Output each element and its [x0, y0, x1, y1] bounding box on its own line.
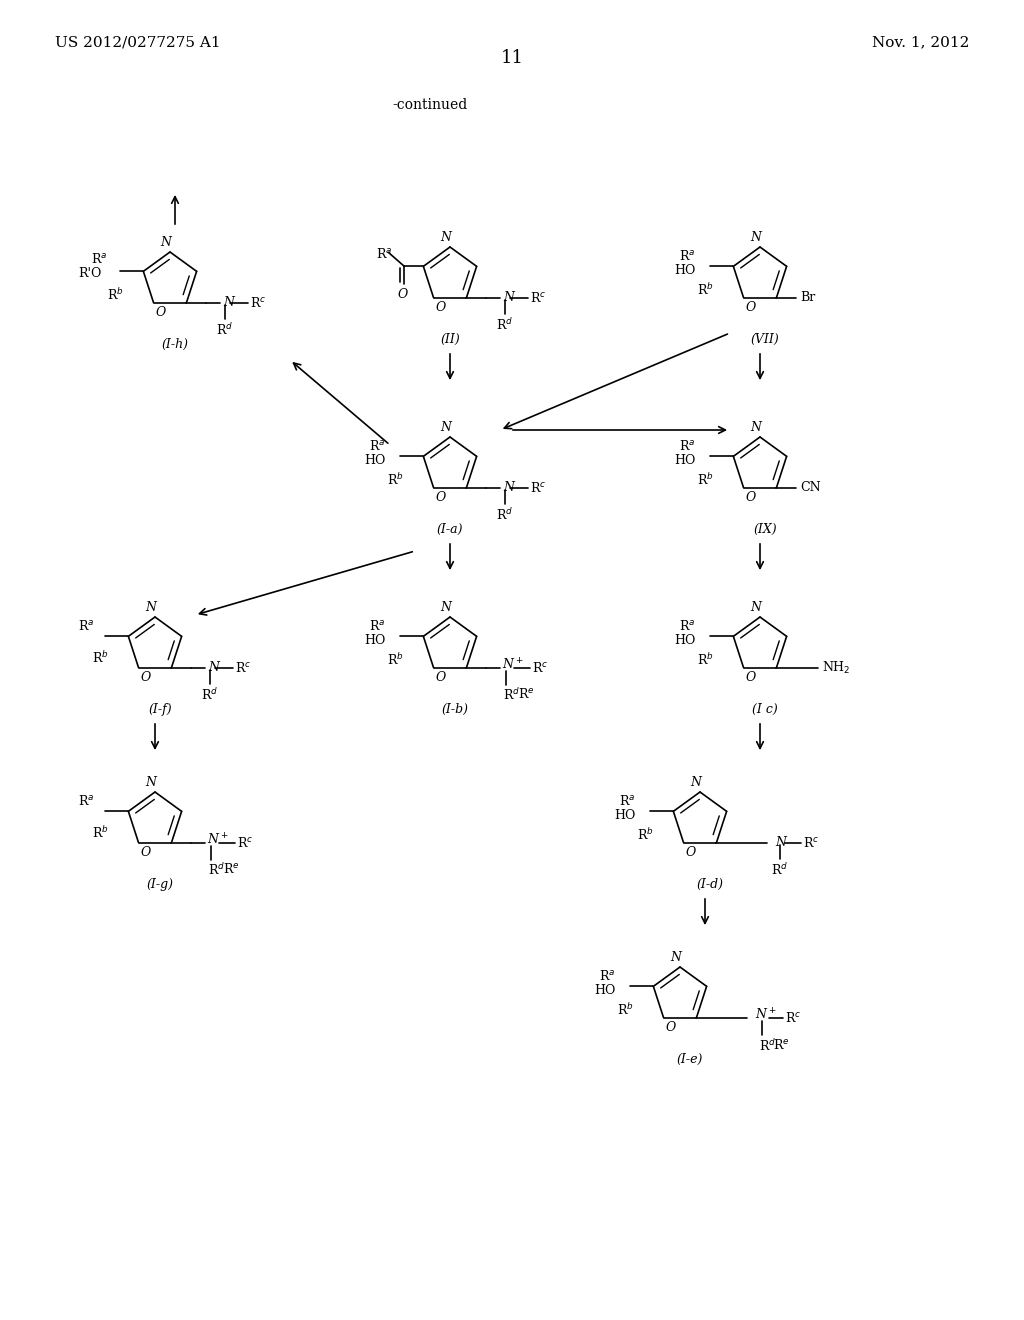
Text: R$^d$: R$^d$ — [216, 322, 233, 338]
Text: R$^c$: R$^c$ — [532, 660, 548, 675]
Text: R$^a$: R$^a$ — [78, 619, 94, 634]
Text: HO: HO — [674, 634, 695, 647]
Text: R$^e$: R$^e$ — [223, 862, 240, 875]
Text: O: O — [745, 491, 756, 504]
Text: (I-b): (I-b) — [441, 704, 469, 715]
Text: R$^b$: R$^b$ — [92, 825, 109, 841]
Text: Nov. 1, 2012: Nov. 1, 2012 — [871, 36, 969, 49]
Text: (I-g): (I-g) — [146, 878, 173, 891]
Text: R$^c$: R$^c$ — [238, 836, 253, 850]
Text: N: N — [145, 776, 157, 789]
Text: R$^e$: R$^e$ — [518, 686, 535, 701]
Text: R$^c$: R$^c$ — [250, 296, 266, 310]
Text: O: O — [435, 491, 445, 504]
Text: HO: HO — [594, 983, 615, 997]
Text: R$^c$: R$^c$ — [530, 290, 546, 305]
Text: R$^b$: R$^b$ — [92, 651, 109, 667]
Text: HO: HO — [365, 454, 386, 467]
Text: R$^b$: R$^b$ — [637, 828, 654, 843]
Text: -continued: -continued — [392, 98, 468, 112]
Text: R$^a$: R$^a$ — [376, 247, 392, 261]
Text: N: N — [440, 601, 452, 614]
Text: R$^c$: R$^c$ — [236, 660, 251, 675]
Text: R$^b$: R$^b$ — [697, 473, 714, 488]
Text: (VII): (VII) — [751, 333, 779, 346]
Text: R$^b$: R$^b$ — [108, 288, 124, 304]
Text: R$^a$: R$^a$ — [91, 252, 108, 267]
Text: (I-d): (I-d) — [696, 878, 724, 891]
Text: R$^d$: R$^d$ — [759, 1038, 776, 1053]
Text: N: N — [223, 296, 234, 309]
Text: R$^c$: R$^c$ — [803, 836, 819, 850]
Text: O: O — [435, 301, 445, 314]
Text: R$^a$: R$^a$ — [679, 249, 695, 264]
Text: HO: HO — [365, 634, 386, 647]
Text: R$^b$: R$^b$ — [697, 282, 714, 298]
Text: N: N — [751, 421, 762, 434]
Text: R$^b$: R$^b$ — [387, 473, 403, 488]
Text: R$^d$: R$^d$ — [208, 862, 225, 878]
Text: N: N — [775, 836, 785, 849]
Text: N: N — [503, 482, 514, 494]
Text: O: O — [666, 1020, 676, 1034]
Text: HO: HO — [674, 454, 695, 467]
Text: R$^d$: R$^d$ — [503, 686, 520, 702]
Text: HO: HO — [674, 264, 695, 277]
Text: R$^b$: R$^b$ — [697, 652, 714, 668]
Text: R$^a$: R$^a$ — [679, 619, 695, 634]
Text: (IX): (IX) — [754, 523, 777, 536]
Text: R$^b$: R$^b$ — [617, 1002, 634, 1018]
Text: R$^a$: R$^a$ — [679, 440, 695, 453]
Text: (II): (II) — [440, 333, 460, 346]
Text: R$^a$: R$^a$ — [78, 795, 94, 808]
Text: R$^a$: R$^a$ — [620, 795, 636, 808]
Text: N: N — [208, 661, 219, 675]
Text: 11: 11 — [501, 49, 523, 67]
Text: CN: CN — [800, 482, 820, 494]
Text: N: N — [690, 776, 701, 789]
Text: O: O — [140, 846, 151, 858]
Text: US 2012/0277275 A1: US 2012/0277275 A1 — [55, 36, 220, 49]
Text: O: O — [140, 671, 151, 684]
Text: HO: HO — [614, 809, 636, 822]
Text: N$^+$: N$^+$ — [755, 1007, 776, 1022]
Text: N: N — [440, 421, 452, 434]
Text: R$^b$: R$^b$ — [387, 652, 403, 668]
Text: Br: Br — [800, 292, 815, 304]
Text: N$^+$: N$^+$ — [502, 657, 523, 672]
Text: R$^a$: R$^a$ — [370, 440, 386, 453]
Text: R$^c$: R$^c$ — [530, 480, 546, 495]
Text: (I-f): (I-f) — [148, 704, 172, 715]
Text: N: N — [440, 231, 452, 244]
Text: R$^e$: R$^e$ — [773, 1038, 790, 1052]
Text: R$^a$: R$^a$ — [599, 969, 615, 983]
Text: (I-h): (I-h) — [162, 338, 188, 351]
Text: O: O — [156, 306, 166, 318]
Text: O: O — [745, 671, 756, 684]
Text: NH$_2$: NH$_2$ — [822, 660, 851, 676]
Text: R$^a$: R$^a$ — [370, 619, 386, 634]
Text: R$^d$: R$^d$ — [497, 507, 514, 523]
Text: R$^d$: R$^d$ — [497, 317, 514, 333]
Text: N: N — [145, 601, 157, 614]
Text: O: O — [397, 288, 408, 301]
Text: N: N — [161, 236, 171, 249]
Text: N: N — [751, 601, 762, 614]
Text: (I c): (I c) — [752, 704, 778, 715]
Text: R$^c$: R$^c$ — [784, 1011, 801, 1024]
Text: O: O — [745, 301, 756, 314]
Text: (I-a): (I-a) — [437, 523, 463, 536]
Text: N$^+$: N$^+$ — [207, 832, 228, 847]
Text: N: N — [503, 292, 514, 304]
Text: R$^d$: R$^d$ — [771, 862, 788, 878]
Text: R'O: R'O — [78, 267, 101, 280]
Text: O: O — [435, 671, 445, 684]
Text: N: N — [671, 950, 682, 964]
Text: (I-e): (I-e) — [677, 1053, 703, 1067]
Text: N: N — [751, 231, 762, 244]
Text: O: O — [685, 846, 695, 858]
Text: R$^d$: R$^d$ — [202, 686, 218, 702]
